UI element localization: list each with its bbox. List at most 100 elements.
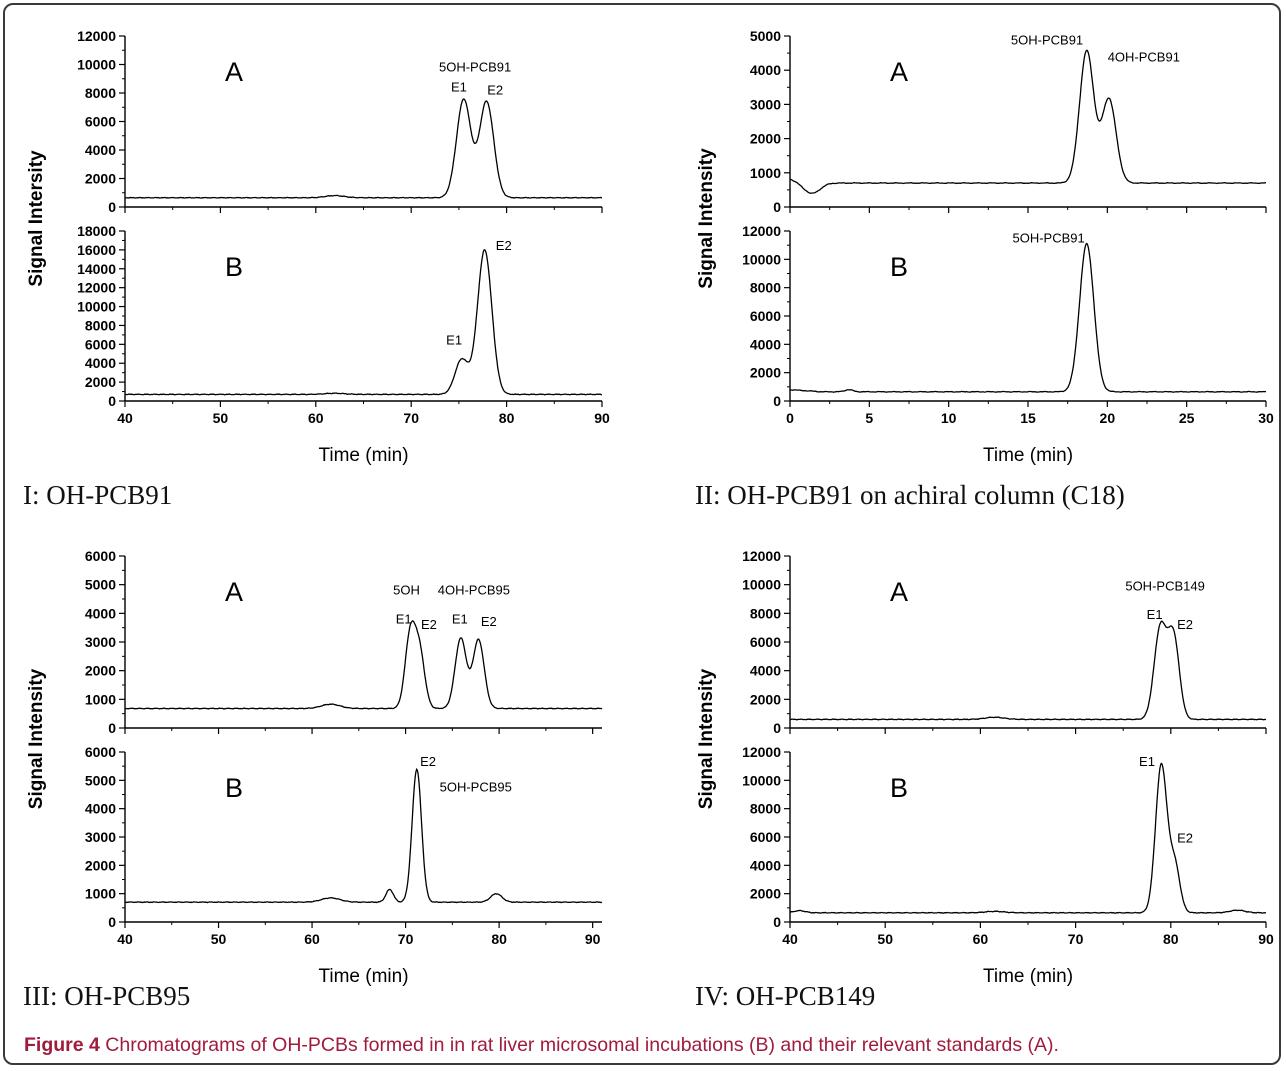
subplot-a: 0 2000 4000 6000 8000 10000 12000 A 5OH-PCB149 E1… <box>742 548 1267 736</box>
y-tick-label: 1000 <box>85 691 116 707</box>
peak-annotation: 5OH-PCB91 <box>1013 230 1085 245</box>
subplot-a: 0 2000 4000 6000 8000 10000 12000 A 5OH-PCB91 E1 E… <box>77 28 603 215</box>
panel-caption-i: I: OH-PCB91 <box>23 480 173 510</box>
y-tick-label: 0 <box>108 199 116 215</box>
chromatogram-trace <box>124 767 603 904</box>
chromatogram-trace <box>790 620 1267 721</box>
y-tick-label: 3000 <box>85 829 116 845</box>
chromatogram-trace <box>789 762 1267 914</box>
peak-annotation: E1 <box>446 332 462 347</box>
subplot-b: 0 2000 4000 6000 8000 10000 12000 0 5 10 15 20 25 30 B… <box>742 223 1274 426</box>
y-tick-label: 0 <box>773 393 781 409</box>
subplot-label-a: A <box>225 57 243 87</box>
panel-caption-iii: III: OH-PCB95 <box>23 981 191 1011</box>
x-tick-label: 60 <box>304 931 320 947</box>
x-tick-label: 70 <box>403 410 419 426</box>
y-tick-label: 6000 <box>750 829 781 845</box>
peak-annotation: E1 <box>1147 607 1163 622</box>
y-tick-label: 4000 <box>85 605 116 621</box>
chromatogram-trace <box>124 98 603 199</box>
chromatogram-trace <box>124 619 603 710</box>
y-tick-label: 5000 <box>85 772 116 788</box>
x-tick-label: 50 <box>877 931 893 947</box>
y-tick-label: 14000 <box>77 261 116 277</box>
x-tick-label: 10 <box>941 410 957 426</box>
y-tick-label: 6000 <box>85 336 116 352</box>
peak-annotation: E2 <box>1177 831 1193 846</box>
subplot-a: 0 1000 2000 3000 4000 5000 A 5OH-PCB91 4OH-PCB91 <box>750 28 1267 215</box>
y-tick-label: 3000 <box>85 634 116 650</box>
y-tick-label: 0 <box>773 199 781 215</box>
y-tick-label: 8000 <box>85 85 116 101</box>
x-tick-label: 80 <box>1163 931 1179 947</box>
peak-annotation: E1 <box>451 80 467 95</box>
y-axis-title: Signal Intensity <box>696 148 717 289</box>
x-tick-label: 40 <box>782 931 798 947</box>
y-tick-label: 6000 <box>85 114 116 130</box>
x-tick-label: 70 <box>1068 931 1084 947</box>
x-tick-label: 90 <box>585 931 601 947</box>
peak-annotation: 5OH-PCB91 <box>439 60 511 75</box>
y-tick-label: 2000 <box>750 365 781 381</box>
chromatogram-trace <box>789 242 1267 393</box>
y-tick-label: 2000 <box>750 886 781 902</box>
y-tick-label: 4000 <box>85 355 116 371</box>
peak-annotation: 4OH-PCB95 <box>438 583 510 598</box>
figure-caption-text: Chromatograms of OH-PCBs formed in in ra… <box>105 1034 1059 1056</box>
peak-annotation: E1 <box>1139 754 1155 769</box>
x-tick-label: 30 <box>1258 410 1274 426</box>
y-tick-label: 4000 <box>750 857 781 873</box>
subplot-label-b: B <box>225 252 243 282</box>
y-tick-label: 3000 <box>750 96 781 112</box>
peak-annotation: E2 <box>421 617 437 632</box>
x-axis-title: Time (min) <box>318 966 408 987</box>
y-tick-label: 2000 <box>750 691 781 707</box>
peak-annotation: E2 <box>481 614 497 629</box>
y-tick-label: 12000 <box>77 280 116 296</box>
x-axis-title: Time (min) <box>983 966 1073 987</box>
y-tick-label: 12000 <box>742 548 781 564</box>
x-axis-title: Time (min) <box>983 445 1073 466</box>
y-tick-label: 0 <box>108 720 116 736</box>
peak-annotation: 4OH-PCB91 <box>1108 50 1180 65</box>
panel-caption-ii: II: OH-PCB91 on achiral column (C18) <box>695 480 1125 510</box>
peak-annotation: E2 <box>420 754 436 769</box>
chromatogram-panel-3: 0 1000 2000 3000 4000 5000 6000 A 5OH 4OH-PCB95 E1… <box>26 548 603 987</box>
chromatogram-panel-1: 0 2000 4000 6000 8000 10000 12000 A 5OH-PCB91 E1 E… <box>26 28 610 466</box>
subplot-b: 0 2000 4000 6000 8000 10000 12000 40 50 60 70 80 90 B… <box>742 744 1274 947</box>
x-tick-label: 80 <box>491 931 507 947</box>
chromatogram-panel-4: 0 2000 4000 6000 8000 10000 12000 A 5OH-PCB149 E1… <box>696 548 1274 987</box>
x-tick-label: 50 <box>211 931 227 947</box>
y-tick-label: 8000 <box>750 280 781 296</box>
y-axis-title: Signal Intensity <box>696 668 717 809</box>
peak-annotation: 5OH-PCB95 <box>440 780 512 795</box>
y-tick-label: 4000 <box>750 336 781 352</box>
subplot-label-b: B <box>890 773 908 803</box>
y-tick-label: 5000 <box>750 28 781 44</box>
y-tick-label: 2000 <box>85 857 116 873</box>
subplot-b: 0 2000 4000 6000 8000 10000 12000 14000 16000 180… <box>77 223 610 426</box>
peak-annotation: E2 <box>496 238 512 253</box>
y-tick-label: 0 <box>108 914 116 930</box>
figure-frame <box>3 3 1281 1065</box>
chromatogram-trace <box>789 49 1266 194</box>
figure-caption: Figure 4 Chromatograms of OH-PCBs formed… <box>24 1034 1059 1057</box>
subplot-a: 0 1000 2000 3000 4000 5000 6000 A 5OH 4OH-PCB95 E1… <box>85 548 603 736</box>
y-tick-label: 4000 <box>85 142 116 158</box>
y-tick-label: 10000 <box>742 772 781 788</box>
subplot-label-a: A <box>890 577 908 607</box>
y-tick-label: 0 <box>773 914 781 930</box>
y-tick-label: 4000 <box>750 663 781 679</box>
peak-annotation: 5OH-PCB91 <box>1011 33 1083 48</box>
chromatogram-trace <box>124 249 603 396</box>
x-tick-label: 60 <box>973 931 989 947</box>
y-tick-label: 2000 <box>85 663 116 679</box>
y-tick-label: 10000 <box>742 577 781 593</box>
peak-annotation: 5OH-PCB149 <box>1125 578 1204 593</box>
x-tick-label: 25 <box>1179 410 1195 426</box>
y-tick-label: 10000 <box>77 57 116 73</box>
x-tick-label: 80 <box>499 410 515 426</box>
x-axis-title: Time (min) <box>318 445 408 466</box>
x-tick-label: 50 <box>213 410 229 426</box>
